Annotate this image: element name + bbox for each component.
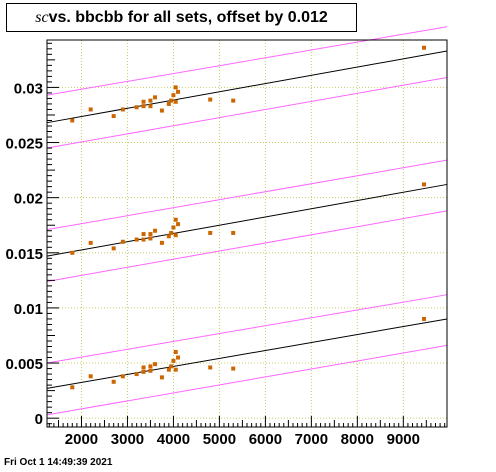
data-point [173,217,178,222]
x-tick-label: 3000 [111,431,144,448]
band-lower-line [46,76,448,149]
data-point [134,237,139,242]
data-point [88,107,93,112]
data-point [173,350,178,355]
data-point [159,108,164,113]
y-tick-label: 0.03 [14,80,43,97]
y-tick-label: 0.02 [14,191,43,208]
data-point [153,95,158,100]
data-point [231,98,236,103]
title-text: vs. bbcbb for all sets, offset by 0.012 [48,8,328,26]
data-points [70,45,427,390]
data-point [159,240,164,245]
plot-frame [46,39,448,428]
band-lines [46,26,448,416]
x-tick-label: 6000 [249,431,282,448]
data-point [148,364,153,369]
title-variable: sc [35,8,49,26]
data-point [148,368,153,373]
chart-title: sc vs. bbcbb for all sets, offset by 0.0… [6,3,357,32]
data-point [111,246,116,251]
data-point [166,367,171,372]
grid-layer [47,40,447,427]
data-point [148,98,153,103]
data-point [141,369,146,374]
y-tick-label: 0.01 [14,301,43,318]
x-tick-label: 9000 [387,431,420,448]
data-point [111,379,116,384]
data-point [171,358,176,363]
data-point [141,237,146,242]
data-point [141,232,146,237]
data-point [141,99,146,104]
data-point [111,114,116,119]
data-point [208,230,213,235]
data-point [169,98,174,103]
data-point [176,355,181,360]
data-point [173,85,178,90]
x-tick-label: 8000 [341,431,374,448]
data-point [176,89,181,94]
data-point [169,364,174,369]
data-point [159,375,164,380]
data-point [148,104,153,109]
band-lower-line [46,210,448,282]
data-point [169,230,174,235]
data-point [176,222,181,227]
data-point [141,365,146,370]
y-tick-label: 0.015 [5,246,43,263]
axes: 2000 3000 4000 5000 6000 7000 8000 9000 0 0.005 0.… [5,42,446,448]
data-point [171,93,176,98]
y-tick-label: 0.005 [5,356,43,373]
data-point [148,232,153,237]
fit-line [46,318,448,389]
data-point [141,104,146,109]
y-tick-label: 0 [35,411,43,428]
y-tick-label: 0.025 [5,136,43,153]
x-tick-label: 4000 [157,431,190,448]
data-point [70,250,75,255]
x-tick-label: 2000 [65,431,98,448]
data-point [153,362,158,367]
data-point [88,240,93,245]
data-point [148,236,153,241]
data-point [173,99,178,104]
data-point [173,367,178,372]
data-point [422,182,427,187]
data-point [134,105,139,110]
data-point [208,97,213,102]
data-point [120,239,125,244]
data-point [70,118,75,123]
data-point [171,225,176,230]
data-point [231,230,236,235]
data-point [208,365,213,370]
data-point [153,228,158,233]
band-lower-line [46,344,448,416]
data-point [70,385,75,390]
band-upper-line [46,26,448,96]
data-point [422,45,427,50]
x-tick-label: 5000 [203,431,236,448]
band-upper-line [46,159,448,231]
fit-line [46,183,448,257]
data-point [120,107,125,112]
fit-line [46,50,448,124]
data-point [166,234,171,239]
data-point [422,316,427,321]
data-point [166,101,171,106]
data-point [231,366,236,371]
data-point [120,374,125,379]
data-point [88,374,93,379]
data-point [173,233,178,238]
fit-lines [46,50,448,389]
data-point [134,372,139,377]
band-upper-line [46,294,448,364]
x-tick-label: 7000 [295,431,328,448]
timestamp-footer: Fri Oct 1 14:49:39 2021 [4,457,113,468]
